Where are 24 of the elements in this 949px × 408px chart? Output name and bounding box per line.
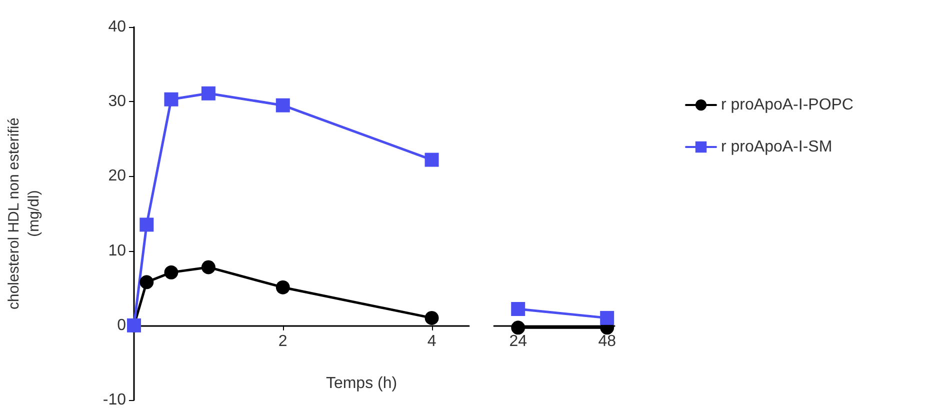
x-tick-label: 2: [278, 332, 288, 350]
point: [201, 260, 216, 274]
point: [424, 152, 439, 167]
y-tick-label: -10: [102, 392, 126, 408]
point: [164, 92, 178, 106]
point: [140, 275, 154, 290]
y-tick-label: 40: [108, 18, 126, 36]
x-tick-label: 24: [509, 332, 528, 350]
point: [276, 280, 290, 294]
point: [276, 98, 290, 112]
legend-label: r proApoA-I-POPC: [721, 96, 854, 114]
point: [140, 218, 154, 232]
y-tick-label: 10: [108, 242, 126, 260]
point: [164, 265, 178, 280]
y-axis-title: cholesterol HDL non esterifié (mg/dl): [6, 117, 42, 310]
y-tick-label: 0: [117, 316, 126, 334]
legend-label: r proApoA-I-SM: [721, 138, 832, 156]
point: [424, 310, 439, 325]
x-tick-label: 4: [427, 332, 436, 350]
x-tick-label: 48: [598, 332, 616, 350]
x-axis-title: Temps (h): [326, 374, 398, 392]
y-tick-label: 20: [108, 168, 126, 185]
y-tick-label: 30: [108, 93, 126, 110]
point: [201, 86, 216, 100]
